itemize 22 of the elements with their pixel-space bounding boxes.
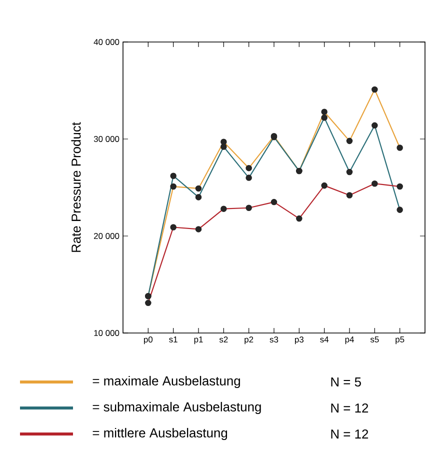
x-tick-label: s5 bbox=[370, 336, 379, 342]
x-tick-label: p4 bbox=[345, 336, 354, 344]
text: N = 12 bbox=[331, 403, 368, 413]
x-tick-label: p2 bbox=[244, 336, 254, 344]
legend-label: = maximale Ausbelastung bbox=[92, 376, 240, 388]
y-axis-title: Rate Pressure Product bbox=[71, 122, 81, 252]
text: N = 5 bbox=[331, 377, 361, 387]
y-tick-label: 40 000 bbox=[94, 39, 120, 45]
x-tick-label: p3 bbox=[295, 336, 304, 344]
x-tick-label: s4 bbox=[320, 336, 329, 342]
x-tick-label: s1 bbox=[169, 336, 178, 342]
legend-label: = mittlere Ausbelastung bbox=[92, 428, 228, 440]
y-tick-label: 30 000 bbox=[94, 136, 120, 142]
text: N = 12 bbox=[331, 429, 368, 439]
y-tick-label: 20 000 bbox=[94, 233, 120, 239]
x-tick-label: p0 bbox=[144, 336, 153, 344]
legend-label: = submaximale Ausbelastung bbox=[92, 402, 261, 414]
y-tick-label: 10 000 bbox=[94, 330, 120, 336]
x-tick-label: p1 bbox=[194, 336, 203, 344]
x-tick-label: s2 bbox=[219, 336, 228, 343]
x-tick-label: s3 bbox=[270, 336, 278, 343]
x-tick-label: p5 bbox=[396, 336, 404, 344]
